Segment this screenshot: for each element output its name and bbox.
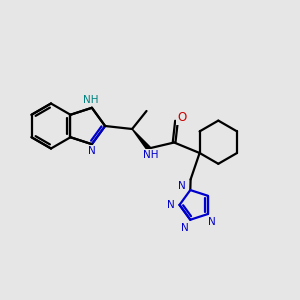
Text: NH: NH bbox=[82, 95, 98, 105]
Text: N: N bbox=[167, 200, 174, 210]
Text: N: N bbox=[178, 182, 186, 191]
Text: O: O bbox=[177, 111, 187, 124]
Text: NH: NH bbox=[143, 150, 158, 160]
Text: N: N bbox=[88, 146, 96, 156]
Polygon shape bbox=[132, 129, 150, 150]
Text: N: N bbox=[181, 223, 189, 233]
Text: N: N bbox=[208, 218, 216, 227]
